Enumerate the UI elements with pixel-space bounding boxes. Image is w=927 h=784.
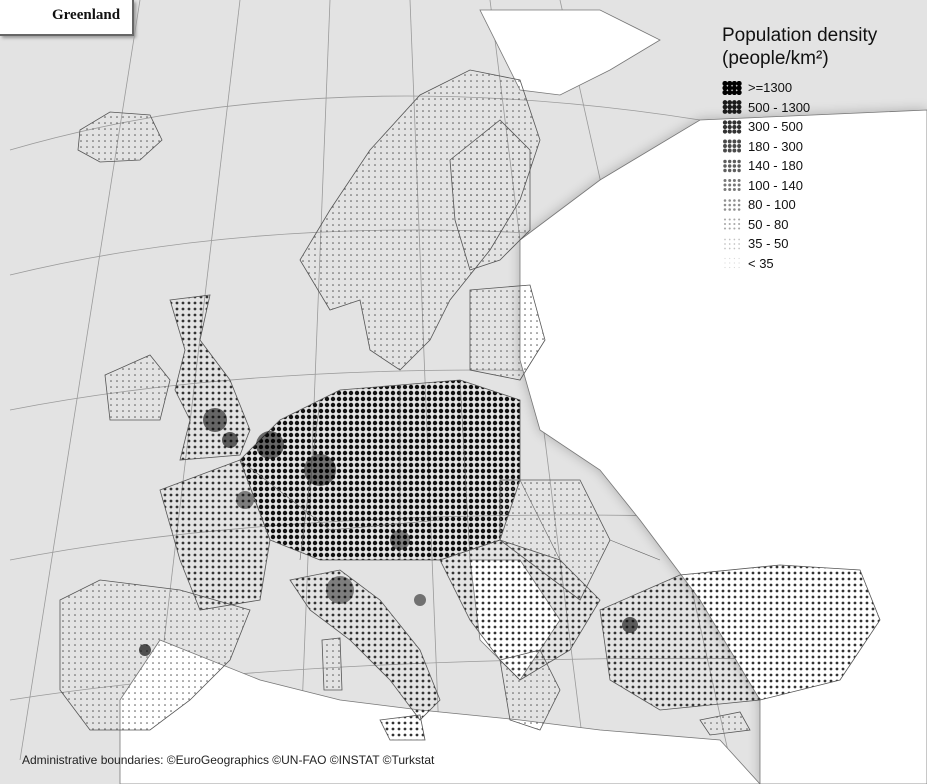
legend-swatch <box>722 80 742 95</box>
legend-label: >=1300 <box>748 80 793 96</box>
legend-swatch <box>722 217 742 231</box>
legend-swatch <box>722 159 742 173</box>
cyprus <box>699 711 751 736</box>
legend-label: 100 - 140 <box>748 177 803 193</box>
turkey <box>599 564 881 711</box>
legend-item: 140 - 180 <box>722 156 912 176</box>
legend-swatch <box>722 237 742 251</box>
greenland-label: Greenland <box>52 7 121 23</box>
legend-list: >=1300 500 - 1300 300 - 500 180 - 300 140 - … <box>722 78 912 273</box>
legend-swatch <box>722 139 742 153</box>
romania <box>499 479 611 601</box>
legend-swatch <box>722 120 742 134</box>
italy <box>289 569 441 721</box>
legend-item: 300 - 500 <box>722 117 912 137</box>
sicily <box>379 714 426 741</box>
legend-label: 50 - 80 <box>748 216 789 232</box>
legend-label: 180 - 300 <box>748 138 803 154</box>
legend-title: Population density (people/km²) <box>722 24 912 70</box>
greece <box>499 649 561 731</box>
ireland <box>104 354 171 421</box>
legend-label: 300 - 500 <box>748 119 803 135</box>
legend-item: 500 - 1300 <box>722 98 912 118</box>
legend-label: 35 - 50 <box>748 236 789 252</box>
legend-swatch <box>722 178 742 192</box>
legend-item: >=1300 <box>722 78 912 98</box>
legend-item: 35 - 50 <box>722 234 912 254</box>
legend-swatch <box>722 256 742 270</box>
greenland-inset: Greenland <box>0 0 134 36</box>
dense-clusters <box>139 408 638 656</box>
legend-swatch <box>722 100 742 115</box>
sardinia <box>321 637 343 691</box>
country-borders <box>239 379 661 561</box>
legend-swatch <box>722 198 742 212</box>
legend-item: 100 - 140 <box>722 176 912 196</box>
iceland <box>77 111 163 163</box>
legend-item: 50 - 80 <box>722 215 912 235</box>
great-britain <box>169 294 251 461</box>
finland <box>449 119 531 271</box>
data-land <box>59 69 881 741</box>
legend-title-line1: Population density <box>722 25 878 46</box>
legend-title-line2: (people/km²) <box>722 48 829 69</box>
legend-label: < 35 <box>748 255 774 271</box>
legend: Population density (people/km²) >=1300 50… <box>722 24 912 273</box>
legend-label: 80 - 100 <box>748 197 796 213</box>
iberia <box>59 579 251 731</box>
legend-label: 500 - 1300 <box>748 99 811 115</box>
legend-item: 80 - 100 <box>722 195 912 215</box>
legend-item: < 35 <box>722 254 912 274</box>
baltics <box>469 284 546 381</box>
credits: Administrative boundaries: ©EuroGeograph… <box>22 753 435 767</box>
legend-label: 140 - 180 <box>748 158 803 174</box>
legend-item: 180 - 300 <box>722 137 912 157</box>
